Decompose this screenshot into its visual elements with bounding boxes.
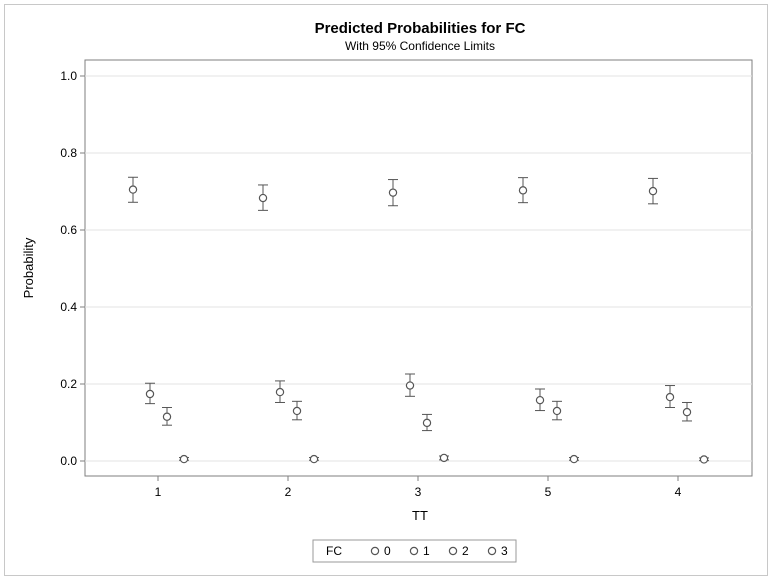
chart-subtitle: With 95% Confidence Limits (345, 39, 495, 53)
point-marker (179, 454, 189, 464)
legend-marker (487, 546, 497, 556)
data-point-fc-0 (518, 177, 528, 204)
x-axis-label: TT (412, 508, 428, 523)
point-marker (162, 412, 172, 421)
point-marker (648, 186, 658, 196)
point-marker (405, 381, 415, 390)
data-point-fc-2 (292, 400, 302, 421)
data-point-fc-0 (388, 179, 398, 207)
data-point-fc-1 (535, 388, 545, 412)
plot-area (84, 59, 753, 477)
data-point-fc-3 (179, 454, 189, 464)
point-marker (699, 455, 709, 464)
data-point-fc-2 (422, 413, 432, 432)
point-marker (682, 407, 692, 417)
x-axis: 1 2 3 5 4 (155, 476, 682, 499)
data-point-fc-0 (258, 184, 268, 211)
point-marker (388, 188, 398, 197)
data-point-fc-3 (439, 453, 449, 463)
legend-marker (448, 546, 458, 556)
point-marker (258, 193, 268, 203)
x-tick-label: 2 (285, 485, 292, 499)
legend-label: 0 (384, 544, 391, 558)
y-tick-label: 0.4 (60, 300, 77, 314)
legend-entries: 0 1 2 3 (370, 544, 508, 558)
point-marker (275, 387, 285, 397)
y-tick-label: 0.0 (60, 454, 77, 468)
chart-title: Predicted Probabilities for FC (315, 20, 526, 37)
data-point-fc-0 (648, 177, 658, 205)
point-marker (552, 406, 562, 416)
data-point-fc-3 (569, 454, 579, 464)
legend-title: FC (326, 544, 342, 558)
point-marker (665, 392, 675, 402)
point-marker (569, 454, 579, 464)
x-tick-label: 1 (155, 485, 162, 499)
legend-marker (409, 546, 419, 556)
point-marker (128, 185, 138, 194)
data-point-fc-2 (552, 400, 562, 421)
legend-label: 1 (423, 544, 430, 558)
y-tick-label: 0.6 (60, 223, 77, 237)
data-point-fc-0 (128, 176, 138, 203)
y-axis: 0.0 0.2 0.4 0.6 0.8 1.0 (60, 69, 85, 468)
data-point-fc-1 (275, 380, 285, 403)
point-marker (422, 418, 432, 428)
point-marker (439, 453, 449, 463)
legend-marker (370, 546, 380, 556)
x-tick-label: 5 (545, 485, 552, 499)
y-tick-label: 0.2 (60, 377, 77, 391)
point-marker (309, 454, 319, 464)
gridlines (85, 75, 752, 462)
data-point-fc-3 (309, 454, 319, 464)
x-tick-label: 4 (675, 485, 682, 499)
data-point-fc-2 (162, 406, 172, 426)
x-tick-label: 3 (415, 485, 422, 499)
legend-label: 3 (501, 544, 508, 558)
point-marker (518, 186, 528, 195)
legend-label: 2 (462, 544, 469, 558)
point-marker (535, 395, 545, 405)
y-tick-label: 1.0 (60, 69, 77, 83)
y-axis-label: Probability (21, 237, 36, 298)
point-marker (145, 389, 155, 399)
point-marker (292, 406, 302, 416)
data-marks (128, 176, 709, 464)
data-point-fc-1 (145, 382, 155, 405)
data-point-fc-2 (682, 401, 692, 422)
data-point-fc-1 (405, 373, 415, 397)
data-point-fc-3 (699, 455, 709, 464)
y-tick-label: 0.8 (60, 146, 77, 160)
data-point-fc-1 (665, 385, 675, 408)
